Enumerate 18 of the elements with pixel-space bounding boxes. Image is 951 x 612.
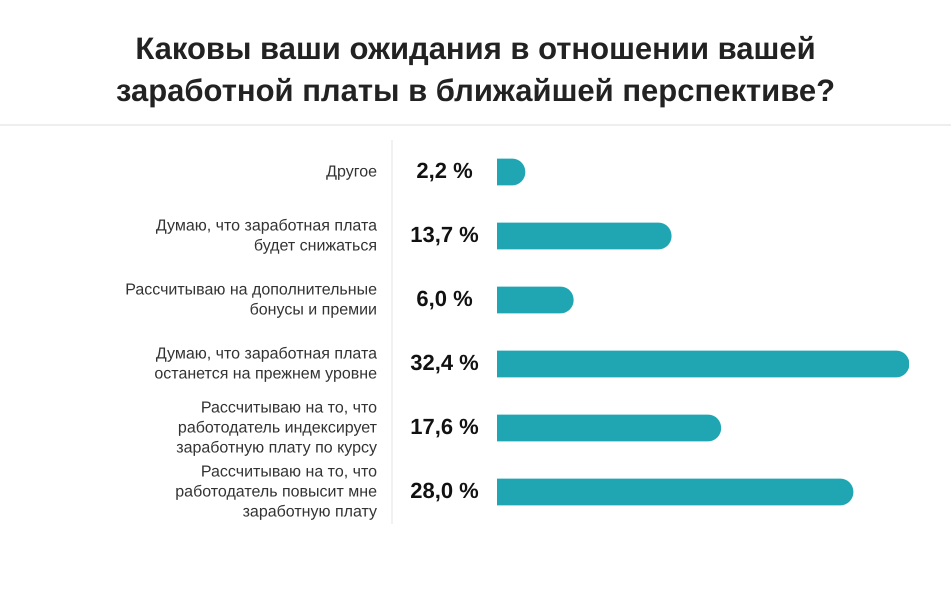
bar	[497, 286, 574, 314]
data-label: 2,2 %	[416, 158, 473, 184]
data-label: 6,0 %	[416, 286, 473, 312]
y-tick-label: Думаю, что заработная плата останется на прежнем уровне	[154, 345, 378, 382]
data-label: 13,7 %	[410, 222, 479, 248]
y-tick-label: Рассчитываю на то, что работодатель повысит мне заработную плату	[175, 463, 378, 520]
y-tick-label: Другое	[326, 163, 378, 180]
bar	[497, 414, 722, 442]
bar	[497, 350, 909, 378]
data-label: 28,0 %	[410, 478, 479, 504]
bar	[497, 222, 672, 250]
data-label: 17,6 %	[410, 414, 479, 440]
data-label: 32,4 %	[410, 350, 479, 376]
y-tick-label: Думаю, что заработная плата будет снижаться	[156, 217, 378, 254]
y-tick-label: Рассчитываю на то, что работодатель индексирует заработную плату по курсу	[176, 399, 378, 456]
bar	[497, 478, 854, 506]
chart-title: Каковы ваши ожидания в отношении вашей заработной платы в ближайшей перспективе?	[114, 30, 836, 110]
y-tick-label: Рассчитываю на дополнительные бонусы и премии	[125, 281, 378, 318]
